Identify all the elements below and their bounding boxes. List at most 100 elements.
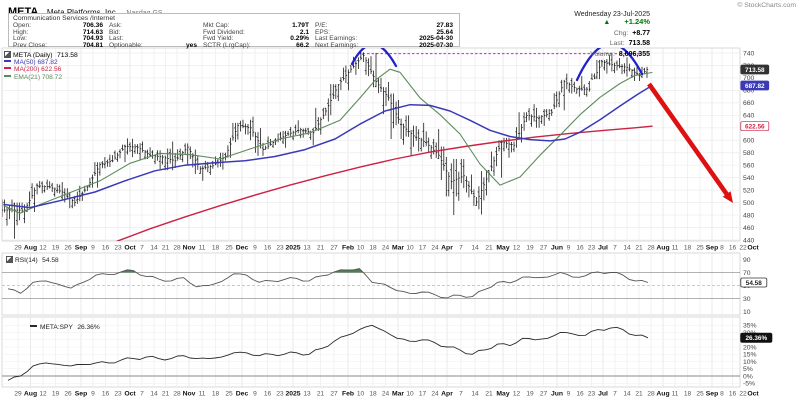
x-tick-label: Apr xyxy=(441,245,453,252)
x-tick-label: 27 xyxy=(540,391,548,398)
overlay-line-ma200 xyxy=(116,125,653,241)
rsi-legend: RSI(14) 54.58 xyxy=(6,254,59,264)
symbol-legend-label: META (Daily) xyxy=(13,52,53,59)
x-tick-label: 25 xyxy=(696,391,704,398)
price-tick-label: 640 xyxy=(743,113,755,120)
indicator-icon xyxy=(6,256,13,263)
x-tick-label: 21 xyxy=(317,245,325,252)
x-tick-label: 19 xyxy=(526,245,534,252)
vertical-gridlines xyxy=(17,48,733,387)
x-tick-label: 21 xyxy=(162,245,170,252)
x-tick-label: 25 xyxy=(696,245,704,252)
symbol-legend-value: 713.58 xyxy=(56,52,78,59)
x-tick-label: 12 xyxy=(39,245,47,252)
x-tick-label: 2025 xyxy=(285,391,300,398)
quote-value: 2025-07-30 xyxy=(419,41,453,49)
price-tick-label: 600 xyxy=(743,138,755,145)
x-tick-label: 16 xyxy=(729,245,737,252)
company-name: Meta Platforms, Inc. xyxy=(47,8,118,17)
x-tick-label: 14 xyxy=(471,391,479,398)
x-tick-label: Aug xyxy=(24,245,37,252)
ratio-value-label: 26.36% xyxy=(745,335,767,342)
x-tick-label: Aug xyxy=(656,245,669,252)
x-tick-label: 29 xyxy=(14,391,22,398)
x-tick-label: 9 xyxy=(91,391,95,398)
rsi-tick-label: 70 xyxy=(743,270,751,277)
overlay-legend-label: MA(50) 687.82 xyxy=(14,59,58,67)
x-tick-label: 7 xyxy=(613,391,617,398)
quote-value xyxy=(165,23,203,30)
x-tick-label: 16 xyxy=(264,245,272,252)
x-tick-label: 16 xyxy=(102,245,110,252)
main-chart-legend: META (Daily) 713.58 MA(50) 687.82 MA(200)… xyxy=(4,49,78,81)
x-tick-label: Dec xyxy=(236,245,249,252)
rsi-tick-label: 90 xyxy=(743,257,751,264)
x-tick-label: Sep xyxy=(75,391,87,398)
overlay-legend-label: MA(200) 622.56 xyxy=(14,66,62,74)
x-tick-label: 10 xyxy=(406,245,414,252)
bottom-date-axis: 29 Aug 12 19 26 Sep 9 16 23 Oct 7 14 21 28 Nov 11 18 25 De… xyxy=(14,391,759,398)
price-tick-label: 540 xyxy=(743,175,755,182)
overlay-legend-row: MA(50) 687.82 xyxy=(4,56,78,67)
x-tick-label: 14 xyxy=(150,391,158,398)
x-tick-label: 9 xyxy=(567,391,571,398)
x-tick-label: Sep xyxy=(75,245,87,252)
x-tick-label: 16 xyxy=(576,245,584,252)
change-percent-line: ▲ +1.24% xyxy=(574,18,650,26)
change-percent: +1.24% xyxy=(624,17,650,27)
x-tick-label: 10 xyxy=(357,245,365,252)
x-tick-label: Nov xyxy=(183,391,196,398)
x-tick-label: 27 xyxy=(540,245,548,252)
x-tick-label: 25 xyxy=(225,391,233,398)
ratio-line xyxy=(7,324,649,381)
x-tick-label: 9 xyxy=(253,391,257,398)
last-label: Last: xyxy=(609,40,625,48)
x-tick-label: 14 xyxy=(150,245,158,252)
x-tick-label: 2025 xyxy=(285,245,300,252)
x-tick-label: 24 xyxy=(431,391,439,398)
quote-label: Open: xyxy=(13,22,31,29)
overlay-line-ma50 xyxy=(3,84,653,209)
ratio-legend-value: 26.36% xyxy=(77,324,100,331)
symbol-legend-row: META (Daily) 713.58 xyxy=(4,49,78,59)
quote-label: Fwd Yield: xyxy=(203,35,234,43)
price-tick-label: 460 xyxy=(743,225,755,232)
quote-date: Wednesday 23-Jul-2025 xyxy=(574,11,650,18)
ratio-legend: META:SPY 26.36% xyxy=(30,321,100,331)
quote-label: EPS: xyxy=(315,28,331,36)
price-label: 687.82 xyxy=(745,83,765,90)
price-tick-label: 500 xyxy=(743,200,755,207)
rsi-tick-label: 30 xyxy=(743,296,751,303)
x-tick-label: 16 xyxy=(264,391,272,398)
x-tick-label: May xyxy=(496,245,509,252)
x-tick-label: Oct xyxy=(124,245,136,252)
x-tick-label: 12 xyxy=(513,245,521,252)
quote-grid: Open: 706.36 Ask: Mkt Cap: 1.79T P/E: 27.83 Hig… xyxy=(13,22,459,49)
x-tick-label: 11 xyxy=(672,391,679,398)
price-label-boxes: 713.58 687.82 622.56 xyxy=(740,64,770,132)
quote-value: 714.63 xyxy=(82,28,103,36)
x-tick-label: 18 xyxy=(684,391,692,398)
x-tick-label: 28 xyxy=(647,245,655,252)
quote-value: 27.83 xyxy=(436,22,453,29)
price-tick-label: 560 xyxy=(743,163,755,170)
main-price-axis: 4404604805005205405605806006206406606807… xyxy=(743,50,755,244)
x-tick-label: Feb xyxy=(342,391,354,398)
change-row: Chg: +8.77 xyxy=(574,27,650,37)
quote-label: Fwd Dividend: xyxy=(203,28,245,36)
x-tick-label: Mar xyxy=(392,245,404,252)
x-tick-label: 22 xyxy=(739,245,747,252)
ratio-panel xyxy=(1,316,741,388)
x-tick-label: 14 xyxy=(623,245,631,252)
quote-label: High: xyxy=(13,28,29,36)
quote-label: Ask: xyxy=(109,22,122,29)
overlay-line-ema21 xyxy=(3,68,653,214)
x-tick-label: 23 xyxy=(276,391,284,398)
x-tick-label: 10 xyxy=(406,391,414,398)
quote-value: yes xyxy=(185,41,197,49)
x-tick-label: 12 xyxy=(39,391,47,398)
x-tick-label: 7 xyxy=(140,391,144,398)
x-tick-label: 8 xyxy=(720,245,724,252)
x-tick-label: Jul xyxy=(598,391,608,398)
